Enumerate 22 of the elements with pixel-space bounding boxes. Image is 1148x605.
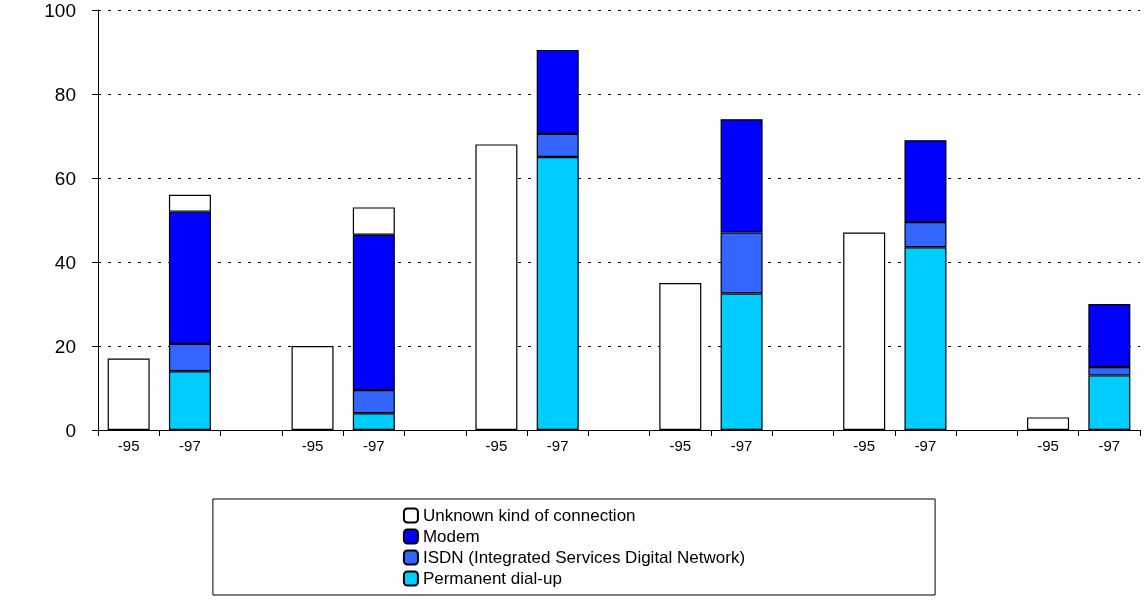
x-tick-label: -95 (301, 437, 324, 454)
y-tick-label: 0 (65, 419, 76, 441)
x-tick-label: -97 (1098, 437, 1121, 454)
x-tick-label: -97 (546, 437, 569, 454)
legend-label: Unknown kind of connection (422, 506, 636, 525)
y-tick-label: 20 (54, 335, 76, 357)
x-tick-label: -95 (853, 437, 876, 454)
x-tick-label: -95 (117, 437, 140, 454)
x-tick-label: -95 (669, 437, 692, 454)
x-tick-label: -95 (485, 437, 508, 454)
legend-label: ISDN (Integrated Services Digital Network) (422, 548, 746, 567)
x-tick-label: -97 (179, 437, 201, 454)
y-tick-label: 80 (54, 83, 76, 105)
x-tick-label: -97 (730, 437, 753, 454)
x-tick-label: -97 (914, 437, 937, 454)
x-tick-label: -95 (1037, 437, 1059, 454)
y-tick-label: 40 (54, 251, 76, 273)
legend-label: Permanent dial-up (422, 569, 562, 588)
legend-label: Modem (422, 527, 480, 546)
y-tick-label: 100 (44, 0, 76, 21)
x-tick-label: -97 (362, 437, 385, 454)
y-tick-label: 60 (54, 167, 76, 189)
